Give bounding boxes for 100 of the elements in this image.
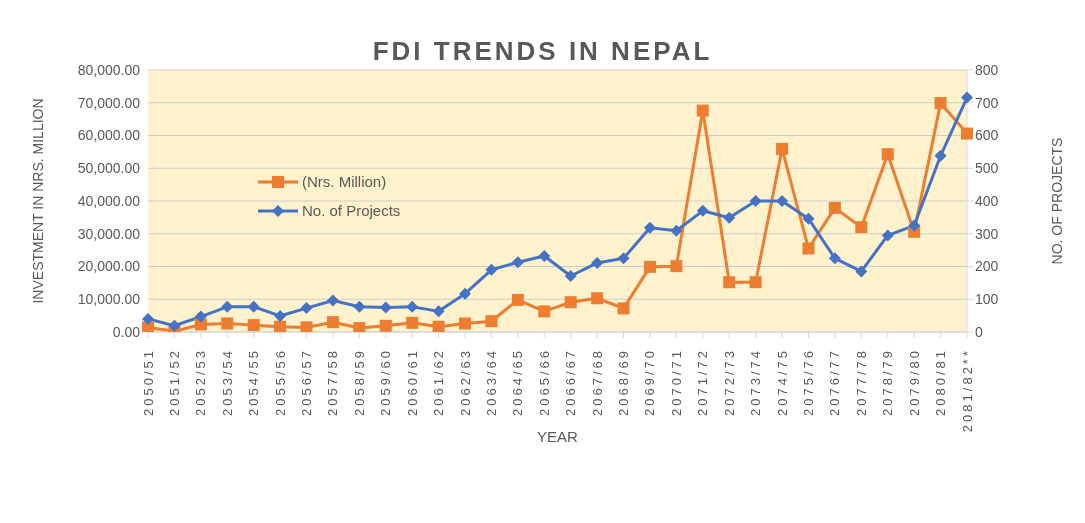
point bbox=[247, 300, 260, 313]
point bbox=[274, 320, 287, 332]
point bbox=[194, 310, 207, 323]
point bbox=[828, 201, 841, 214]
point bbox=[142, 321, 154, 332]
x-tick-label: 2058/59 bbox=[351, 348, 367, 416]
point bbox=[142, 312, 154, 325]
point bbox=[406, 300, 419, 313]
y-axis-title: INVESTMENT IN NRS. MILLION bbox=[29, 98, 46, 304]
x-tick-label: 2077/78 bbox=[853, 348, 869, 416]
y2-tick-label: 200 bbox=[975, 258, 999, 275]
point bbox=[511, 293, 524, 306]
x-tick-label: 2079/80 bbox=[906, 348, 922, 416]
point bbox=[485, 263, 498, 276]
point bbox=[459, 317, 472, 330]
point bbox=[591, 256, 604, 269]
x-tick-label: 2051/52 bbox=[166, 348, 182, 416]
point bbox=[643, 260, 656, 273]
y-tick-label: 40,000.00 bbox=[77, 192, 141, 209]
x-tick-label: 2067/68 bbox=[589, 348, 605, 416]
point bbox=[881, 148, 894, 161]
y-tick-label: 60,000.00 bbox=[77, 127, 141, 144]
y-tick-label: 0.00 bbox=[112, 323, 141, 340]
point bbox=[696, 204, 709, 217]
y2-tick-label: 400 bbox=[975, 192, 999, 209]
x-tick-label: 2062/63 bbox=[457, 348, 473, 416]
x-tick-label: 2066/67 bbox=[563, 348, 579, 416]
chart-title: FDI TRENDS IN NEPAL bbox=[372, 36, 713, 66]
y-tick-label: 10,000.00 bbox=[77, 291, 141, 308]
y2-tick-label: 500 bbox=[975, 160, 999, 177]
point bbox=[749, 276, 762, 289]
point bbox=[776, 195, 789, 207]
y-tick-label: 80,000.00 bbox=[77, 61, 141, 78]
point bbox=[855, 265, 868, 278]
point bbox=[749, 195, 762, 207]
x-tick-label: 2068/69 bbox=[616, 348, 632, 416]
point bbox=[300, 302, 313, 315]
point bbox=[617, 252, 630, 265]
point bbox=[934, 149, 947, 162]
point bbox=[432, 320, 445, 332]
point bbox=[934, 97, 947, 110]
point bbox=[776, 142, 789, 155]
point bbox=[353, 300, 366, 313]
point bbox=[670, 260, 683, 273]
point bbox=[802, 212, 815, 225]
point bbox=[961, 127, 973, 140]
point bbox=[379, 319, 392, 332]
y2-tick-label: 700 bbox=[975, 94, 999, 111]
point bbox=[274, 309, 287, 322]
x-tick-label: 2075/76 bbox=[800, 348, 816, 416]
point bbox=[326, 294, 339, 307]
point bbox=[300, 321, 313, 332]
x-tick-label: 2071/72 bbox=[695, 348, 711, 416]
point bbox=[961, 91, 973, 104]
point bbox=[221, 300, 234, 313]
x-tick-label: 2070/71 bbox=[668, 348, 684, 416]
point bbox=[432, 305, 445, 318]
x-tick-label: 2061/62 bbox=[431, 348, 447, 416]
legend-label: No. of Projects bbox=[302, 202, 401, 219]
x-tick-label: 2065/66 bbox=[536, 348, 552, 416]
y2-tick-label: 600 bbox=[975, 127, 999, 144]
point bbox=[459, 287, 472, 300]
y2-axis-title: NO. OF PROJECTS bbox=[1048, 137, 1065, 265]
point bbox=[511, 256, 524, 269]
point bbox=[168, 319, 181, 332]
point bbox=[406, 316, 419, 329]
point bbox=[353, 322, 366, 332]
point bbox=[802, 242, 815, 255]
x-tick-label: 2064/65 bbox=[510, 348, 526, 416]
point bbox=[908, 219, 921, 232]
x-tick-label: 2073/74 bbox=[748, 348, 764, 416]
x-tick-label: 2076/77 bbox=[827, 348, 843, 416]
x-tick-label: 2063/64 bbox=[483, 348, 499, 416]
point bbox=[247, 319, 260, 332]
point bbox=[485, 315, 498, 328]
point bbox=[670, 224, 683, 237]
point bbox=[564, 296, 577, 309]
y-tick-label: 50,000.00 bbox=[77, 160, 141, 177]
y2-tick-label: 300 bbox=[975, 225, 999, 242]
point bbox=[828, 252, 841, 265]
x-tick-label: 2055/56 bbox=[272, 348, 288, 416]
x-tick-label: 2078/79 bbox=[880, 348, 896, 416]
x-tick-label: 2050/51 bbox=[140, 348, 156, 416]
point bbox=[379, 301, 392, 314]
y-tick-label: 70,000.00 bbox=[77, 94, 141, 111]
x-tick-label: 2060/61 bbox=[404, 348, 420, 416]
point bbox=[881, 229, 894, 242]
x-axis-title: YEAR bbox=[537, 428, 579, 445]
y-tick-label: 30,000.00 bbox=[77, 225, 141, 242]
x-tick-label: 2059/60 bbox=[378, 348, 394, 416]
x-tick-label: 2056/57 bbox=[299, 348, 315, 416]
x-tick-label: 2054/55 bbox=[246, 348, 262, 416]
y2-tick-label: 0 bbox=[975, 323, 983, 340]
point bbox=[564, 270, 577, 282]
point bbox=[221, 317, 234, 330]
x-tick-label: 2072/73 bbox=[721, 348, 737, 416]
x-tick-label: 2069/70 bbox=[642, 348, 658, 416]
point bbox=[696, 104, 709, 117]
point bbox=[538, 250, 551, 263]
point bbox=[643, 221, 656, 234]
